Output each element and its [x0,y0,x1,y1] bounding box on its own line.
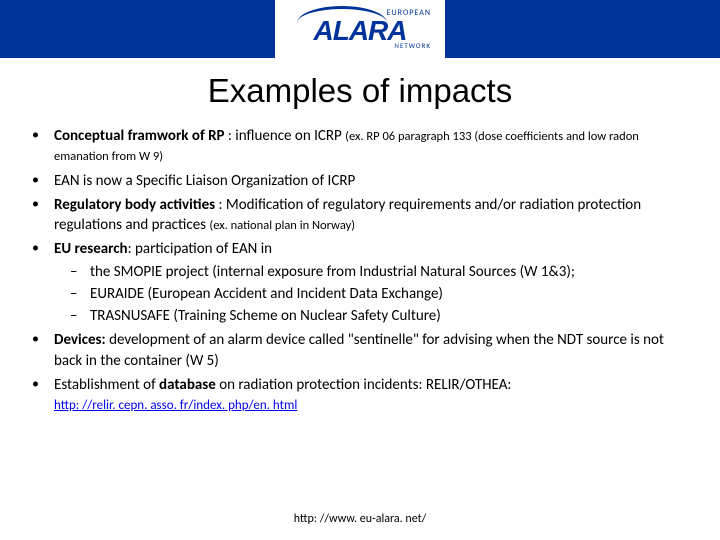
body-text: : participation of EAN in [128,240,272,258]
body-text: on radiation protection incidents: RELIR… [216,376,512,394]
relir-link[interactable]: http: //relir. cepn. asso. fr/index. php… [54,398,297,413]
slide-title: Examples of impacts [0,72,720,110]
list-item: Conceptual framwork of RP : influence on… [28,126,692,167]
sub-list-item: TRASNUSAFE (Training Scheme on Nuclear S… [54,306,692,326]
sub-list: the SMOPIE project (internal exposure fr… [54,262,692,327]
small-text: (ex. national plan in Norway) [209,218,355,233]
sub-text: the SMOPIE project (internal exposure fr… [90,263,575,281]
header-band: EUROPEAN ALARA NETWORK [0,0,720,58]
list-item: EAN is now a Specific Liaison Organizati… [28,171,692,191]
bold-text: Devices: [54,331,106,349]
logo-bottom-text: NETWORK [394,41,431,50]
bullet-list: Conceptual framwork of RP : influence on… [28,126,692,415]
sub-text: TRASNUSAFE (Training Scheme on Nuclear S… [90,307,441,325]
footer-url: http: //www. eu-alara. net/ [0,512,720,526]
bold-text: Regulatory body activities [54,196,215,214]
sub-text: EURAIDE (European Accident and Incident … [90,285,443,303]
logo: EUROPEAN ALARA NETWORK [275,0,445,58]
bold-text: EU research [54,240,128,258]
list-item: Establishment of database on radiation p… [28,375,692,416]
body-text: EAN is now a Specific Liaison Organizati… [54,172,355,190]
body-text: development of an alarm device called "s… [54,331,664,369]
sub-list-item: EURAIDE (European Accident and Incident … [54,284,692,304]
list-item: EU research: participation of EAN in the… [28,239,692,326]
logo-swoosh-icon [297,6,387,23]
content-area: Conceptual framwork of RP : influence on… [0,126,720,415]
sub-list-item: the SMOPIE project (internal exposure fr… [54,262,692,282]
bold-text: Conceptual framwork of RP [54,127,225,145]
bold-text: database [159,376,216,394]
body-text: Establishment of [54,376,159,394]
list-item: Devices: development of an alarm device … [28,330,692,371]
list-item: Regulatory body activities : Modificatio… [28,195,692,236]
body-text: : influence on ICRP [225,127,346,145]
